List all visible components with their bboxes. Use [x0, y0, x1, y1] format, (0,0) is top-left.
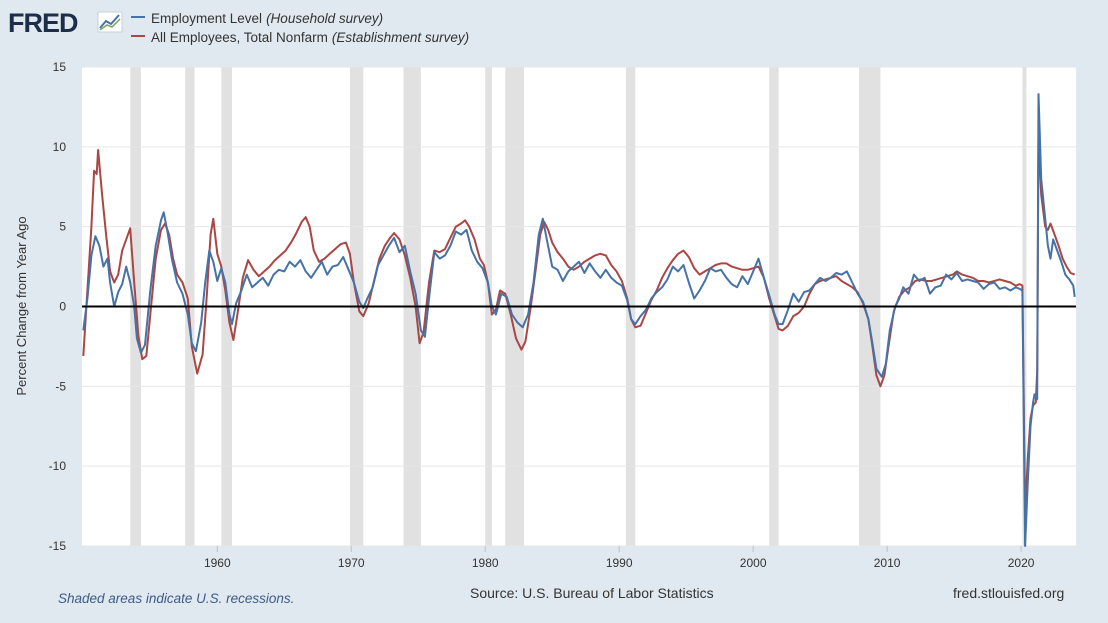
- series-line-total-nonfarm[interactable]: [82, 133, 1076, 516]
- x-tick-label: 2010: [874, 556, 901, 570]
- legend-item-employment-level[interactable]: Employment Level (Household survey): [131, 11, 383, 26]
- legend-name: All Employees, Total Nonfarm: [151, 30, 328, 45]
- y-tick-label: -5: [55, 379, 66, 393]
- y-tick-label: 10: [53, 140, 67, 154]
- legend-name: Employment Level: [151, 11, 263, 26]
- x-tick-label: 2000: [740, 556, 767, 570]
- y-tick-label: 5: [59, 220, 66, 234]
- x-tick-label: 1980: [472, 556, 499, 570]
- x-tick-label: 1990: [606, 556, 633, 570]
- fred-logo[interactable]: FRED: [8, 6, 126, 38]
- series-lines: [82, 93, 1076, 547]
- fred-logo-text: FRED: [8, 8, 78, 38]
- site-link[interactable]: fred.stlouisfed.org: [953, 585, 1065, 601]
- legend-item-total-nonfarm[interactable]: All Employees, Total Nonfarm (Establishme…: [131, 30, 469, 45]
- legend-swatch-red: [131, 35, 145, 38]
- legend-swatch-blue: [131, 16, 145, 19]
- x-axis-ticks: 1960 1970 1980 1990 2000 2010 2020: [204, 546, 1035, 570]
- header: FRED Employment Level (Household survey) …: [0, 0, 1108, 60]
- recession-note: Shaded areas indicate U.S. recessions.: [58, 591, 295, 606]
- x-tick-label: 2020: [1008, 556, 1035, 570]
- y-tick-label: 0: [59, 300, 66, 314]
- y-tick-label: -15: [49, 539, 67, 553]
- y-tick-label: -10: [49, 459, 67, 473]
- x-tick-label: 1970: [338, 556, 365, 570]
- y-tick-label: 15: [53, 60, 67, 74]
- gridlines: [82, 66, 1076, 547]
- y-axis-title: Percent Change from Year Ago: [14, 216, 29, 395]
- series-line-employment-level[interactable]: [82, 93, 1076, 547]
- legend-qualifier: (Establishment survey): [331, 30, 470, 45]
- y-axis-ticks: -15 -10 -5 0 5 10 15: [49, 60, 67, 553]
- legend-qualifier: (Household survey): [266, 11, 384, 26]
- chart-line-icon: [97, 11, 123, 33]
- x-tick-label: 1960: [204, 556, 231, 570]
- source-text: Source: U.S. Bureau of Labor Statistics: [470, 585, 714, 601]
